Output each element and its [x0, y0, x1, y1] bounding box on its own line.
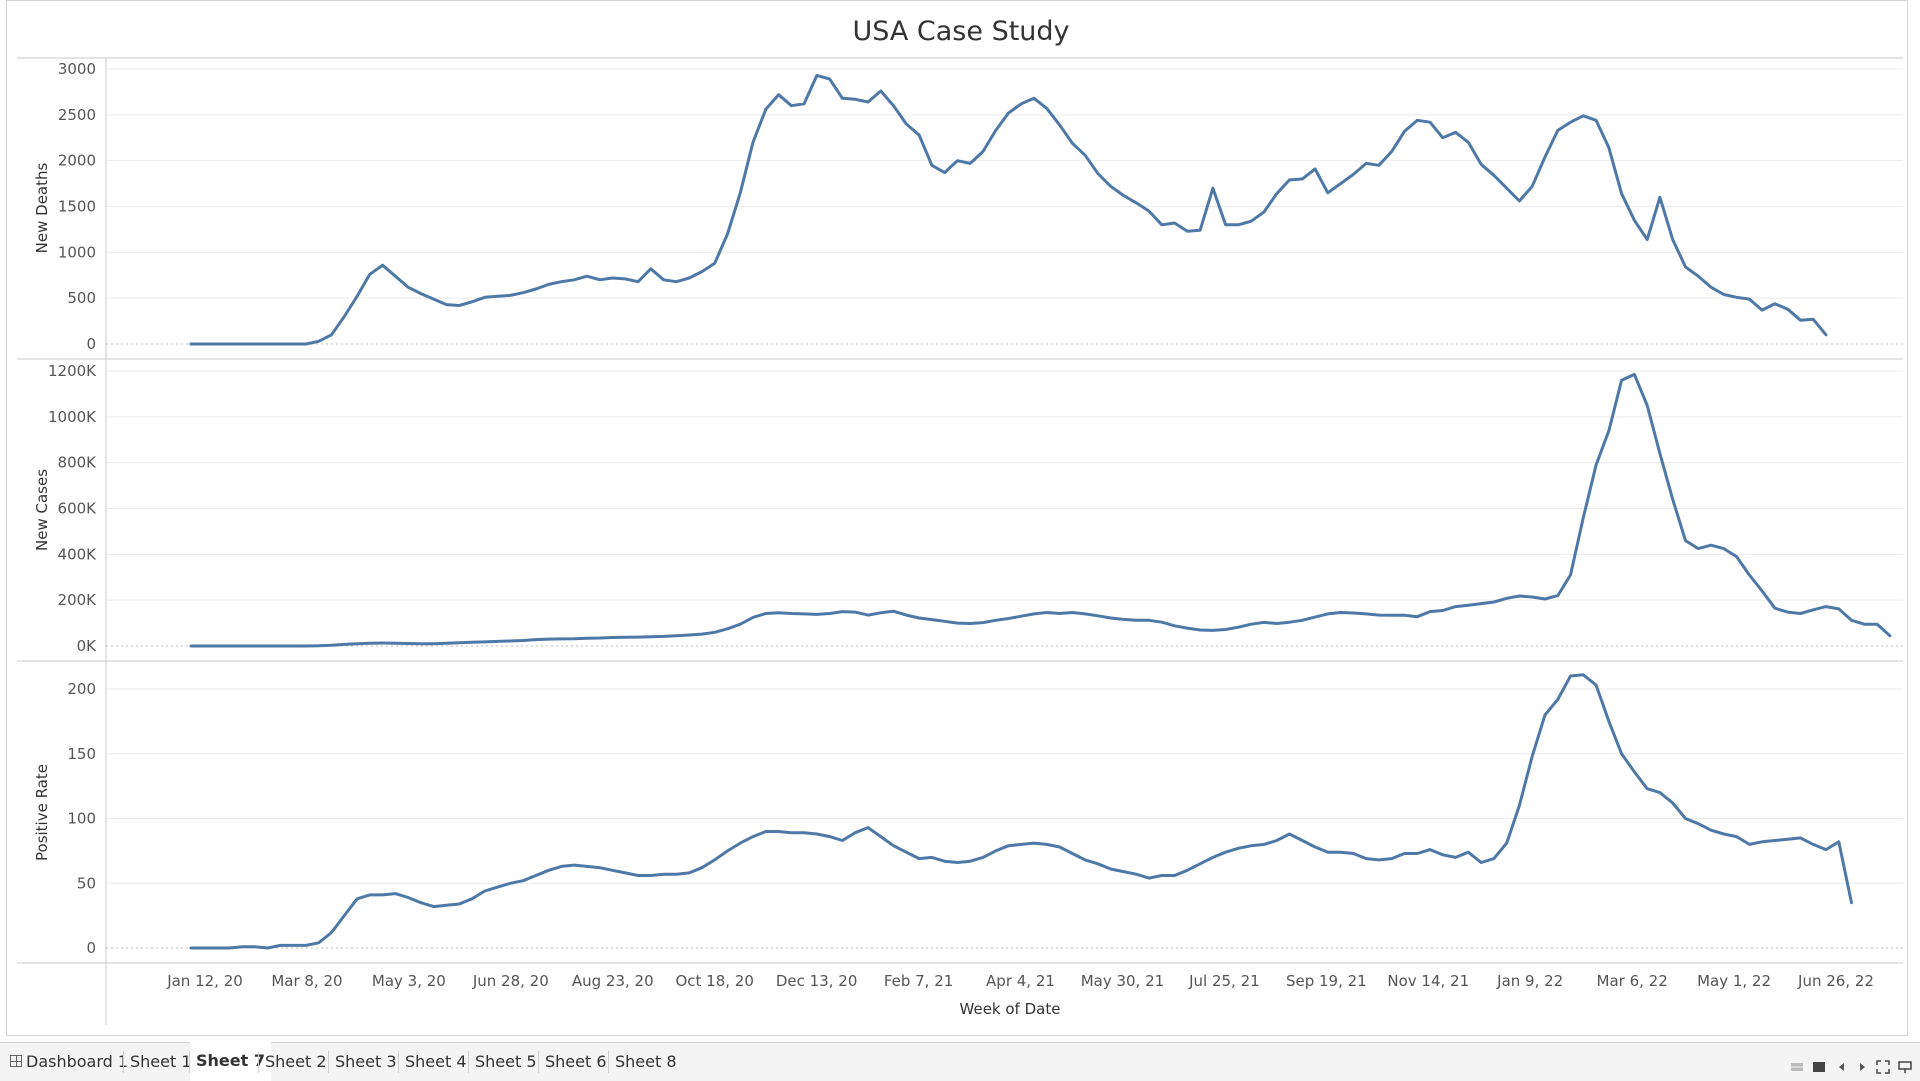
filmstrip-view-icon[interactable]: [1812, 1060, 1826, 1074]
x-tick-label: May 30, 21: [1081, 972, 1165, 990]
presentation-mode-icon[interactable]: [1898, 1060, 1912, 1074]
tab-sheet-8[interactable]: Sheet 8: [609, 1043, 683, 1081]
sheet-tab-bar: Dashboard 1 Sheet 1 Sheet 7 Sheet 2 Shee…: [0, 1042, 1920, 1081]
tab-label: Sheet 8: [615, 1052, 677, 1071]
x-tick-label: Apr 4, 21: [986, 972, 1055, 990]
x-tick-label: May 1, 22: [1697, 972, 1771, 990]
tab-dashboard-1[interactable]: Dashboard 1: [4, 1043, 134, 1081]
x-tick-label: May 3, 20: [372, 972, 446, 990]
y-axis-title: New Deaths: [33, 162, 51, 253]
series-line-1: [189, 73, 1828, 346]
series-line-3: [189, 673, 1853, 950]
y-tick-label: 200: [67, 680, 96, 698]
y-tick-label: 2000: [58, 152, 96, 170]
x-tick-label: Nov 14, 21: [1387, 972, 1469, 990]
worksheet-area: USA Case Study 0 500 1000 1500 2000 2500 3000 Ne…: [6, 0, 1908, 1036]
tab-sheet-3[interactable]: Sheet 3: [329, 1043, 403, 1081]
previous-sheet-icon[interactable]: [1836, 1060, 1848, 1074]
next-sheet-icon[interactable]: [1856, 1060, 1868, 1074]
x-tick-label: Sep 19, 21: [1286, 972, 1367, 990]
y-tick-label: 1000: [58, 243, 96, 261]
y-tick-label: 1000K: [48, 408, 97, 426]
x-tick-label: Jan 12, 20: [166, 972, 243, 990]
y-tick-label: 0: [86, 939, 96, 957]
x-tick-label: Jun 26, 22: [1797, 972, 1874, 990]
chart-title: USA Case Study: [852, 16, 1069, 47]
y-tick-label: 500: [67, 289, 96, 307]
tab-label: Sheet 3: [335, 1052, 397, 1071]
x-tick-label: Feb 7, 21: [884, 972, 954, 990]
tab-label: Sheet 7: [196, 1051, 265, 1070]
tab-sheet-5[interactable]: Sheet 5: [469, 1043, 543, 1081]
y-tick-label: 50: [77, 874, 96, 892]
y-tick-label: 200K: [58, 591, 98, 609]
x-tick-label: Jan 9, 22: [1496, 972, 1563, 990]
y-tick-label: 3000: [58, 60, 96, 78]
tab-label: Sheet 1: [130, 1052, 192, 1071]
tab-sheet-2[interactable]: Sheet 2: [259, 1043, 333, 1081]
series-line-2: [189, 372, 1892, 648]
tab-label: Sheet 6: [545, 1052, 607, 1071]
y-tick-label: 100: [67, 810, 96, 828]
y-tick-label: 600K: [58, 500, 98, 518]
x-tick-label: Dec 13, 20: [776, 972, 858, 990]
y-tick-label: 2500: [58, 106, 96, 124]
y-tick-label: 0K: [77, 637, 98, 655]
x-tick-label: Jul 25, 21: [1188, 972, 1260, 990]
tab-label: Sheet 4: [405, 1052, 467, 1071]
chart: USA Case Study050010001500200025003000Ne…: [17, 16, 1903, 1025]
tab-sheet-1[interactable]: Sheet 1: [124, 1043, 198, 1081]
x-tick-label: Aug 23, 20: [572, 972, 654, 990]
tab-label: Sheet 5: [475, 1052, 537, 1071]
x-tick-label: Oct 18, 20: [675, 972, 753, 990]
x-tick-label: Mar 8, 20: [271, 972, 342, 990]
x-axis-title: Week of Date: [960, 1000, 1061, 1018]
y-tick-label: 150: [67, 745, 96, 763]
y-tick-label: 400K: [58, 545, 98, 563]
y-tick-label: 1500: [58, 198, 96, 216]
fullscreen-icon[interactable]: [1876, 1060, 1890, 1074]
y-axis-title: New Cases: [33, 469, 51, 551]
y-tick-label: 1200K: [48, 362, 97, 380]
tab-sheet-4[interactable]: Sheet 4: [399, 1043, 473, 1081]
tab-sheet-6[interactable]: Sheet 6: [539, 1043, 613, 1081]
tab-label: Sheet 2: [265, 1052, 327, 1071]
x-tick-label: Mar 6, 22: [1597, 972, 1668, 990]
dashboard-icon: [10, 1055, 22, 1067]
tab-sheet-7[interactable]: Sheet 7: [190, 1042, 271, 1081]
x-tick-label: Jun 28, 20: [472, 972, 549, 990]
tab-label: Dashboard 1: [26, 1052, 129, 1071]
y-tick-label: 0: [86, 335, 96, 353]
y-tick-label: 800K: [58, 454, 98, 472]
y-axis-title: Positive Rate: [33, 764, 51, 861]
grid-view-icon[interactable]: [1790, 1060, 1804, 1074]
